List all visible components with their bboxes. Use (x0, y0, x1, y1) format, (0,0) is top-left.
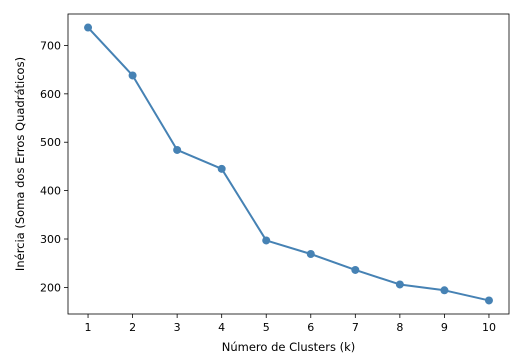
data-point (395, 280, 404, 289)
y-tick-label: 200 (40, 281, 61, 294)
data-point (84, 23, 93, 32)
y-tick-label: 500 (40, 136, 61, 149)
y-tick-label: 400 (40, 185, 61, 198)
x-tick-label: 5 (263, 321, 270, 334)
data-point (173, 145, 182, 154)
data-point (128, 71, 137, 80)
data-point (440, 286, 449, 295)
x-tick-label: 8 (396, 321, 403, 334)
series-line (87, 26, 490, 302)
data-point (484, 296, 493, 305)
x-tick-label: 2 (129, 321, 136, 334)
x-axis-label: Número de Clusters (k) (222, 340, 355, 354)
y-tick-label: 600 (40, 88, 61, 101)
plot-frame (67, 13, 510, 315)
series-layer (84, 23, 493, 305)
data-point (306, 250, 315, 258)
axes-layer: 1 2 3 4 5 6 7 8 9 10 200 300 400 500 600 700 (40, 39, 496, 334)
data-point (262, 236, 271, 245)
x-tick-label: 1 (85, 321, 92, 334)
x-tick-label: 6 (307, 321, 314, 334)
x-tick-label: 10 (482, 321, 496, 334)
x-tick-label: 7 (352, 321, 359, 334)
x-tick-label: 4 (218, 321, 225, 334)
x-tick-label: 9 (441, 321, 448, 334)
data-point (351, 265, 360, 274)
y-axis-label: Inércia (Soma dos Erros Quadráticos) (13, 57, 27, 271)
data-point (217, 164, 226, 173)
y-tick-label: 300 (40, 233, 61, 246)
y-tick-label: 700 (40, 39, 61, 52)
x-tick-label: 3 (174, 321, 181, 334)
